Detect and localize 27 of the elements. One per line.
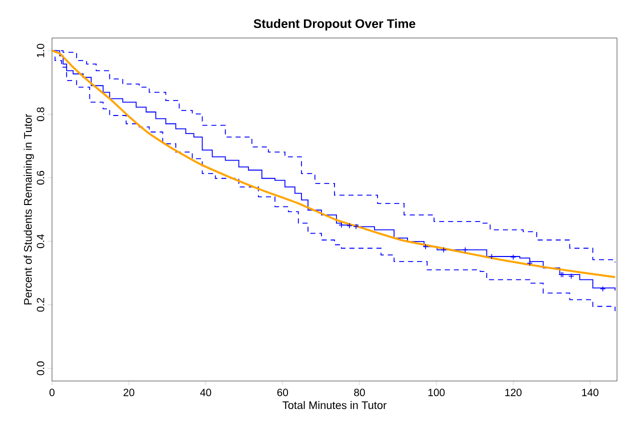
point: [422, 244, 428, 250]
y-tick-label: 0.4: [36, 234, 44, 248]
x-tick-label: 80: [354, 388, 365, 396]
point: [462, 246, 468, 253]
y-tick-label: 0.2: [36, 298, 44, 312]
x-tick-label: 40: [200, 388, 212, 396]
point: [568, 273, 574, 280]
x-axis-title: Total Minutes in Tutor: [282, 401, 386, 410]
y-tick-label: 1.0: [36, 44, 44, 58]
point: [338, 222, 344, 228]
point: [600, 286, 606, 292]
point: [346, 222, 352, 229]
x-tick-label: 20: [124, 388, 134, 396]
x-tick-label: 0: [50, 388, 54, 396]
point: [526, 260, 533, 266]
point: [440, 246, 447, 253]
point: [353, 224, 359, 230]
y-tick-label: 0.8: [36, 107, 44, 122]
x-tick-label: 60: [277, 388, 288, 396]
x-tick-label: 100: [428, 388, 445, 396]
chart-title: Student Dropout Over Time: [254, 18, 416, 30]
y-tick-label: 0.0: [36, 361, 44, 376]
x-tick-label: 120: [505, 388, 522, 396]
point: [510, 254, 516, 260]
y-axis-title: Percent of Students Remaining in Tutor: [24, 114, 34, 304]
x-tick-label: 140: [582, 388, 598, 396]
y-tick-label: 0.6: [36, 170, 44, 185]
